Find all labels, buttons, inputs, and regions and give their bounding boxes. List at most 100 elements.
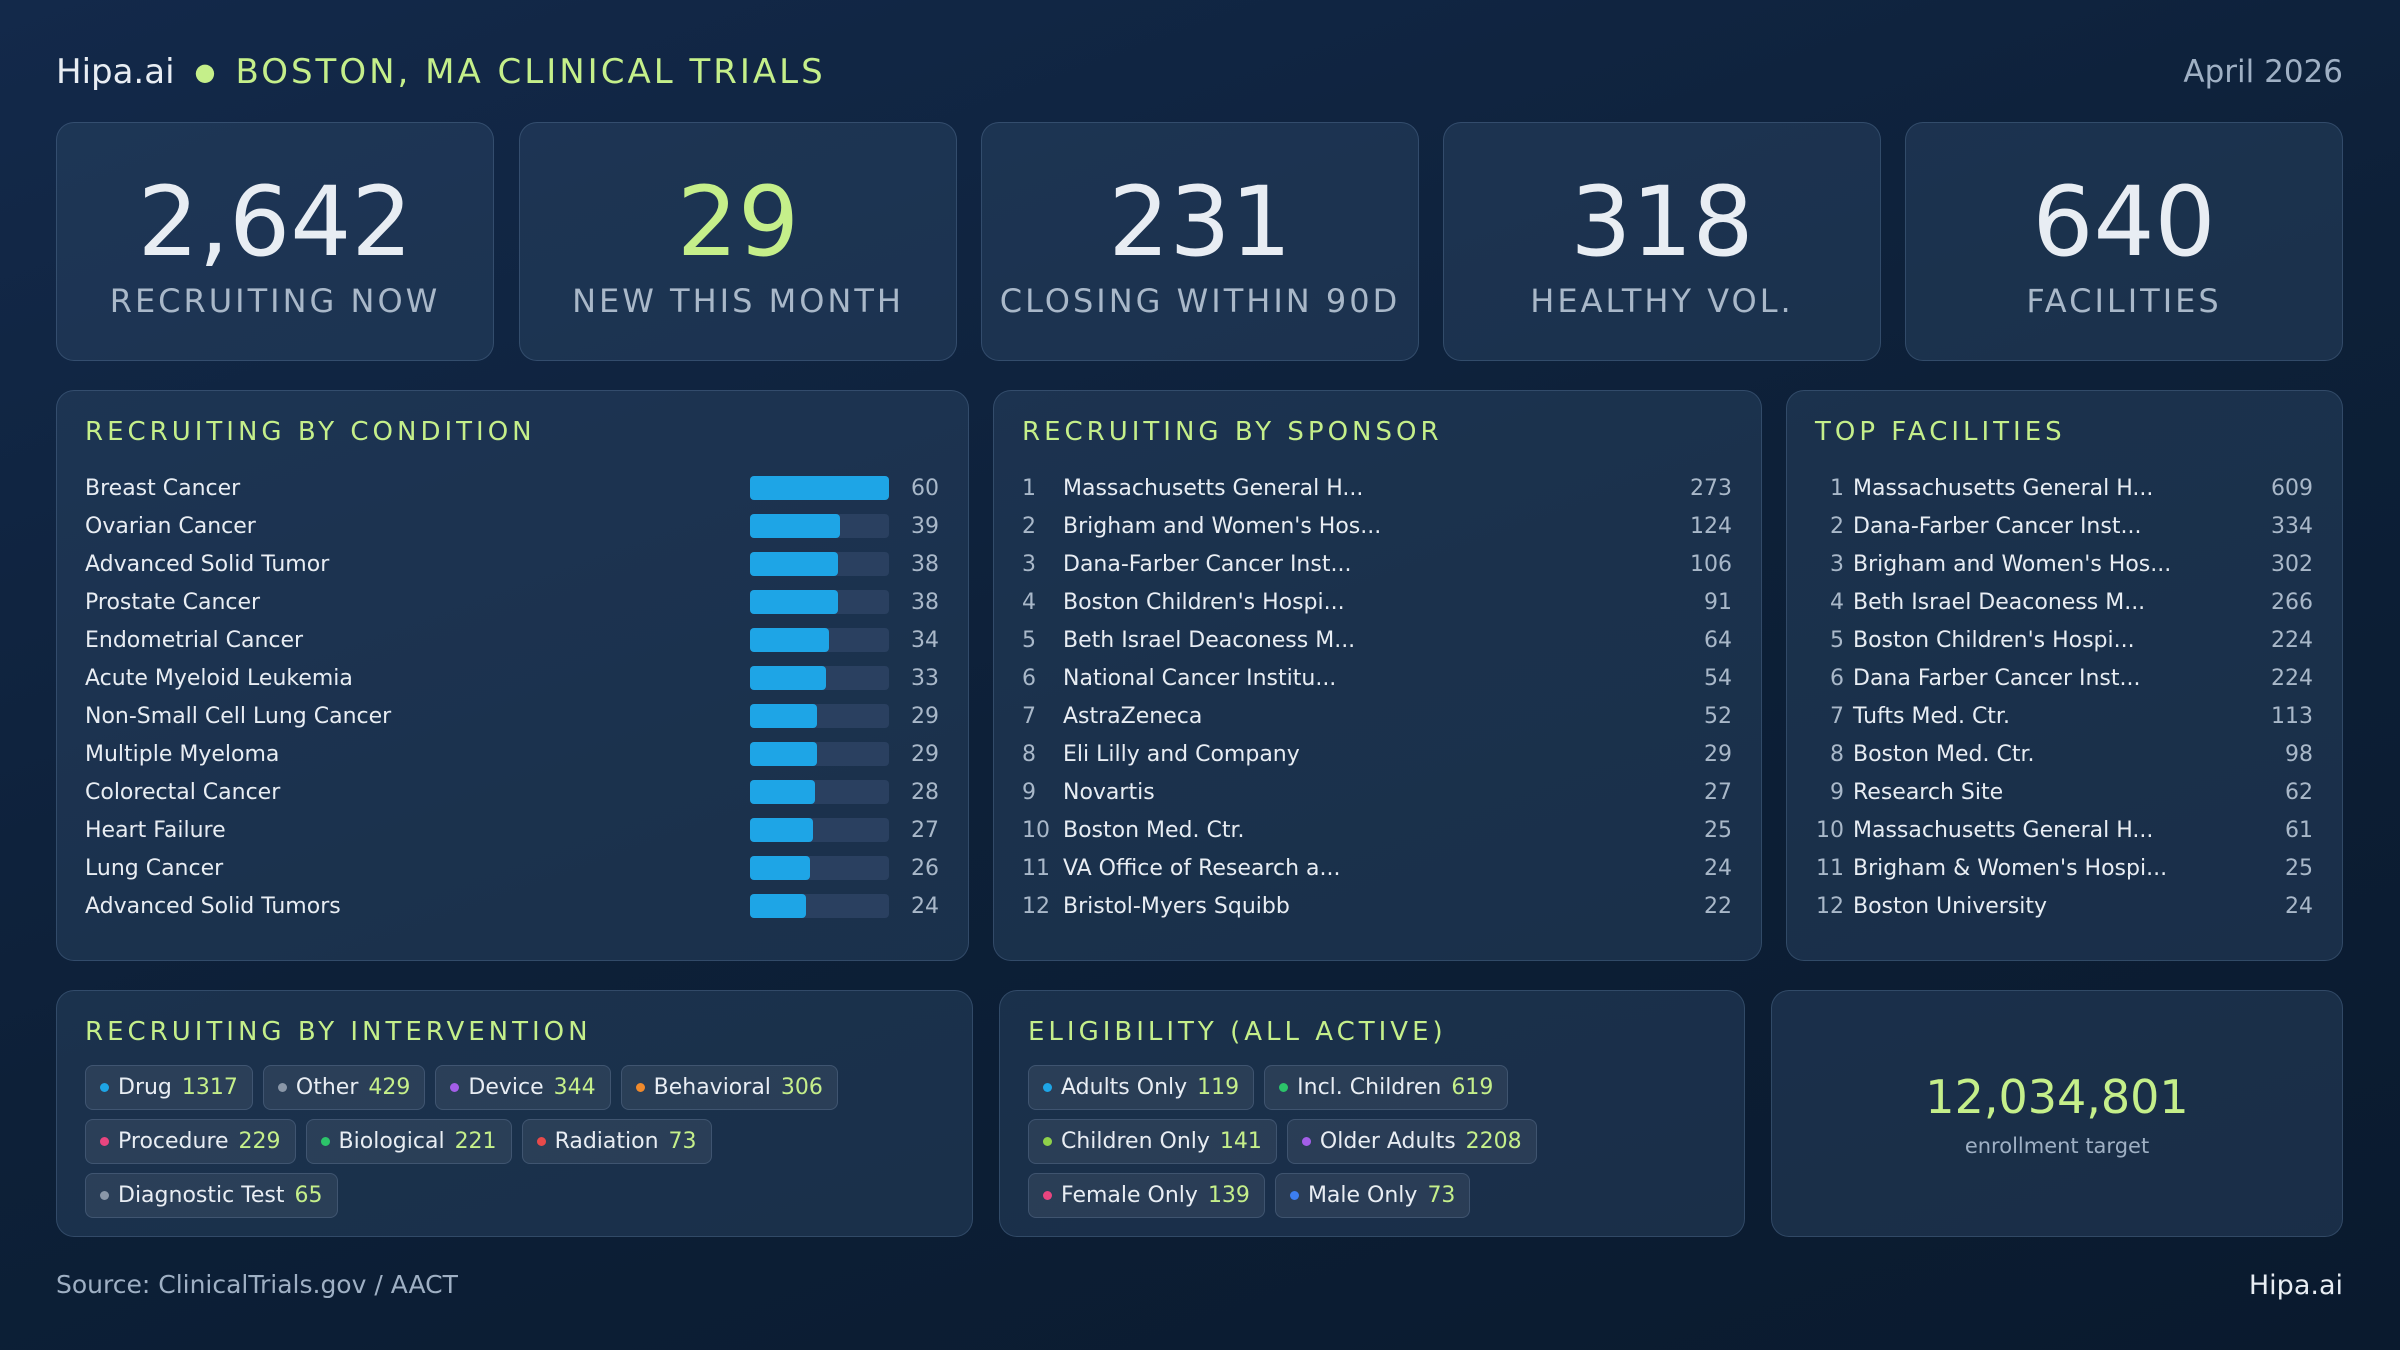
condition-value: 28 bbox=[911, 779, 939, 805]
condition-row: Advanced Solid Tumor 38 bbox=[85, 545, 939, 583]
bar bbox=[750, 666, 827, 690]
item-name: Boston University bbox=[1853, 893, 2048, 919]
chip: Radiation 73 bbox=[521, 1119, 712, 1164]
condition-name: Acute Myeloid Leukemia bbox=[85, 665, 353, 691]
kpi-label: CLOSING WITHIN 90D bbox=[999, 281, 1401, 320]
chip-name: Diagnostic Test bbox=[118, 1183, 285, 1208]
chip-value: 229 bbox=[238, 1129, 281, 1154]
bar-track bbox=[750, 628, 889, 652]
condition-row: Lung Cancer 26 bbox=[85, 849, 939, 887]
rank-row: 2 Brigham and Women's Hos... 124 bbox=[1022, 507, 1732, 545]
panel-title: RECRUITING BY CONDITION bbox=[85, 417, 536, 447]
condition-value: 29 bbox=[911, 741, 939, 767]
chip-value: 73 bbox=[1427, 1183, 1456, 1208]
rank-row: 10 Boston Med. Ctr. 25 bbox=[1022, 811, 1732, 849]
rank-row: 8 Eli Lilly and Company 29 bbox=[1022, 735, 1732, 773]
chip-dot bbox=[1289, 1191, 1299, 1200]
item-name: VA Office of Research a... bbox=[1063, 855, 1341, 881]
rank-row: 5 Beth Israel Deaconess M... 64 bbox=[1022, 621, 1732, 659]
kpi-card: 2,642 RECRUITING NOW bbox=[56, 122, 494, 361]
item-name: Boston Med. Ctr. bbox=[1063, 817, 1245, 843]
item-name: Brigham and Women's Hos... bbox=[1853, 551, 2172, 577]
kpi-label: FACILITIES bbox=[2026, 281, 2222, 320]
chip: Children Only 141 bbox=[1028, 1119, 1277, 1164]
item-value: 273 bbox=[1690, 475, 1732, 501]
condition-name: Non-Small Cell Lung Cancer bbox=[85, 703, 392, 729]
condition-row: Breast Cancer 60 bbox=[85, 469, 939, 507]
bar bbox=[750, 590, 839, 614]
rank: 4 bbox=[1022, 589, 1036, 615]
chip: Male Only 73 bbox=[1274, 1173, 1471, 1218]
item-name: Beth Israel Deaconess M... bbox=[1853, 589, 2146, 615]
enrollment-panel: 12,034,801 enrollment target bbox=[1771, 990, 2343, 1237]
rank: 6 bbox=[1022, 665, 1036, 691]
item-name: Brigham and Women's Hos... bbox=[1063, 513, 1382, 539]
condition-list: Breast Cancer 60 Ovarian Cancer 39 Advanced … bbox=[85, 469, 939, 925]
rank: 6 bbox=[1830, 665, 1844, 691]
condition-value: 27 bbox=[911, 817, 939, 843]
chip-dot bbox=[635, 1083, 645, 1092]
rank-row: 11 VA Office of Research a... 24 bbox=[1022, 849, 1732, 887]
bar bbox=[750, 628, 829, 652]
chip-value: 1317 bbox=[181, 1075, 238, 1100]
condition-row: Ovarian Cancer 39 bbox=[85, 507, 939, 545]
item-name: Bristol-Myers Squibb bbox=[1063, 893, 1290, 919]
rank-row: 7 Tufts Med. Ctr. 113 bbox=[1815, 697, 2313, 735]
item-value: 302 bbox=[2271, 551, 2313, 577]
condition-row: Prostate Cancer 38 bbox=[85, 583, 939, 621]
chip-dot bbox=[1043, 1137, 1052, 1146]
chip-name: Device bbox=[468, 1075, 544, 1100]
rank-row: 9 Research Site 62 bbox=[1815, 773, 2313, 811]
condition-name: Advanced Solid Tumors bbox=[85, 893, 341, 919]
rank-row: 3 Brigham and Women's Hos... 302 bbox=[1815, 545, 2313, 583]
chip-name: Drug bbox=[118, 1075, 172, 1100]
rank-row: 6 Dana Farber Cancer Inst... 224 bbox=[1815, 659, 2313, 697]
chip-dot bbox=[277, 1083, 287, 1092]
chip-dot bbox=[1043, 1191, 1052, 1200]
item-name: AstraZeneca bbox=[1063, 703, 1203, 729]
chip-value: 344 bbox=[553, 1075, 596, 1100]
rank: 1 bbox=[1830, 475, 1844, 501]
rank: 7 bbox=[1022, 703, 1036, 729]
panel-title: RECRUITING BY INTERVENTION bbox=[85, 1017, 592, 1047]
condition-row: Advanced Solid Tumors 24 bbox=[85, 887, 939, 925]
item-value: 91 bbox=[1704, 589, 1732, 615]
rank-row: 4 Beth Israel Deaconess M... 266 bbox=[1815, 583, 2313, 621]
chip-value: 306 bbox=[780, 1075, 823, 1100]
condition-name: Advanced Solid Tumor bbox=[85, 551, 330, 577]
chip: Older Adults 2208 bbox=[1286, 1119, 1537, 1164]
item-value: 334 bbox=[2271, 513, 2313, 539]
bar bbox=[750, 856, 811, 880]
kpi-value: 2,642 bbox=[137, 165, 413, 278]
condition-name: Heart Failure bbox=[85, 817, 226, 843]
chip-value: 139 bbox=[1207, 1183, 1250, 1208]
chip-name: Behavioral bbox=[653, 1075, 771, 1100]
bar-track bbox=[750, 514, 889, 538]
chip-value: 65 bbox=[294, 1183, 323, 1208]
condition-value: 39 bbox=[911, 513, 939, 539]
chip: Drug 1317 bbox=[85, 1065, 253, 1110]
chip: Behavioral 306 bbox=[620, 1065, 838, 1110]
chip-dot bbox=[100, 1191, 109, 1200]
item-value: 29 bbox=[1704, 741, 1732, 767]
condition-value: 38 bbox=[911, 551, 939, 577]
kpi-value: 231 bbox=[1108, 165, 1292, 278]
item-name: Massachusetts General H... bbox=[1063, 475, 1364, 501]
bar-track bbox=[750, 590, 889, 614]
chip-dot bbox=[100, 1083, 109, 1092]
chip: Adults Only 119 bbox=[1028, 1065, 1255, 1110]
rank: 12 bbox=[1816, 893, 1844, 919]
chip-name: Adults Only bbox=[1061, 1075, 1188, 1100]
bar bbox=[750, 780, 815, 804]
sponsor-list: 1 Massachusetts General H... 273 2 Brigham a… bbox=[1022, 469, 1732, 925]
rank-row: 12 Bristol-Myers Squibb 22 bbox=[1022, 887, 1732, 925]
item-value: 609 bbox=[2271, 475, 2313, 501]
condition-value: 26 bbox=[911, 855, 939, 881]
condition-row: Acute Myeloid Leukemia 33 bbox=[85, 659, 939, 697]
rank-row: 1 Massachusetts General H... 609 bbox=[1815, 469, 2313, 507]
rank-row: 6 National Cancer Institu... 54 bbox=[1022, 659, 1732, 697]
chip-dot bbox=[1301, 1137, 1311, 1146]
rank: 5 bbox=[1022, 627, 1036, 653]
item-value: 64 bbox=[1704, 627, 1732, 653]
rank-row: 5 Boston Children's Hospi... 224 bbox=[1815, 621, 2313, 659]
